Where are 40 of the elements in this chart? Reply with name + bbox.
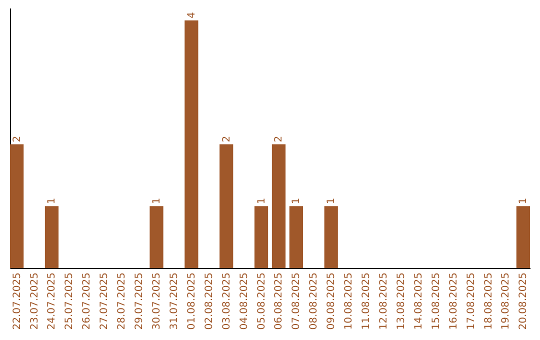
x-tick-label: 09.08.2025 (326, 272, 338, 330)
data-label: 1 (152, 198, 162, 204)
x-tick-label: 08.08.2025 (308, 272, 320, 330)
data-label: 1 (291, 198, 302, 204)
x-tick-label: 07.08.2025 (291, 272, 302, 330)
x-tick-label: 01.08.2025 (186, 272, 198, 330)
x-tick-label: 10.08.2025 (344, 272, 355, 330)
x-tick-label: 17.08.2025 (466, 272, 477, 330)
x-tick-label: 18.08.2025 (483, 272, 494, 330)
data-label: 1 (326, 198, 338, 204)
data-label: 4 (186, 12, 198, 18)
x-tick-label: 27.07.2025 (99, 272, 110, 330)
x-tick-label: 29.07.2025 (134, 272, 146, 330)
x-tick-label: 04.08.2025 (238, 272, 250, 330)
x-tick-label: 05.08.2025 (256, 272, 268, 330)
x-tick-label: 14.08.2025 (413, 272, 424, 330)
x-tick-label: 19.08.2025 (500, 272, 512, 330)
x-tick-label: 03.08.2025 (221, 272, 232, 330)
x-tick-label: 20.08.2025 (518, 272, 530, 330)
data-label: 2 (221, 136, 232, 142)
x-tick-label: 31.07.2025 (168, 272, 180, 330)
x-tick-label: 02.08.2025 (204, 272, 215, 330)
x-tick-label: 12.08.2025 (378, 272, 390, 330)
x-tick-label: 11.08.2025 (361, 272, 372, 330)
x-tick-label: 28.07.2025 (116, 272, 128, 330)
x-tick-label: 15.08.2025 (430, 272, 442, 330)
x-tick-label: 22.07.2025 (12, 272, 23, 330)
x-tick-label: 26.07.2025 (82, 272, 93, 330)
data-label: 1 (46, 198, 58, 204)
x-tick-label: 06.08.2025 (274, 272, 285, 330)
x-tick-label: 13.08.2025 (396, 272, 407, 330)
data-label: 1 (518, 198, 530, 204)
x-tick-label: 16.08.2025 (448, 272, 460, 330)
x-tick-label: 30.07.2025 (152, 272, 162, 330)
x-tick-label: 24.07.2025 (46, 272, 58, 330)
data-label: 1 (256, 198, 268, 204)
x-tick-label: 25.07.2025 (64, 272, 76, 330)
x-tick-label: 23.07.2025 (29, 272, 40, 330)
data-label: 2 (274, 136, 285, 142)
data-label: 2 (12, 136, 23, 142)
